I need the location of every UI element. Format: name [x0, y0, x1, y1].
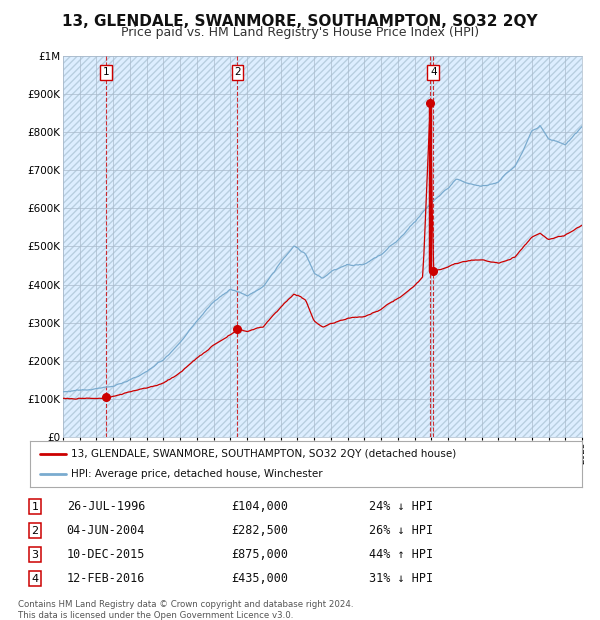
Text: HPI: Average price, detached house, Winchester: HPI: Average price, detached house, Winc…: [71, 469, 323, 479]
Text: 12-FEB-2016: 12-FEB-2016: [67, 572, 145, 585]
Text: 4: 4: [430, 67, 437, 78]
Text: 13, GLENDALE, SWANMORE, SOUTHAMPTON, SO32 2QY: 13, GLENDALE, SWANMORE, SOUTHAMPTON, SO3…: [62, 14, 538, 29]
Text: £282,500: £282,500: [231, 524, 288, 537]
Text: Price paid vs. HM Land Registry's House Price Index (HPI): Price paid vs. HM Land Registry's House …: [121, 26, 479, 39]
Text: 2: 2: [31, 526, 38, 536]
Text: 3: 3: [32, 549, 38, 560]
Text: 26-JUL-1996: 26-JUL-1996: [67, 500, 145, 513]
Text: 24% ↓ HPI: 24% ↓ HPI: [369, 500, 433, 513]
Text: £435,000: £435,000: [231, 572, 288, 585]
Text: 1: 1: [103, 67, 109, 78]
Text: 31% ↓ HPI: 31% ↓ HPI: [369, 572, 433, 585]
Text: 1: 1: [32, 502, 38, 512]
Text: 44% ↑ HPI: 44% ↑ HPI: [369, 548, 433, 561]
Text: 4: 4: [31, 574, 38, 583]
Text: 04-JUN-2004: 04-JUN-2004: [67, 524, 145, 537]
Text: £875,000: £875,000: [231, 548, 288, 561]
Text: £104,000: £104,000: [231, 500, 288, 513]
Text: 26% ↓ HPI: 26% ↓ HPI: [369, 524, 433, 537]
Text: 10-DEC-2015: 10-DEC-2015: [67, 548, 145, 561]
Text: 2: 2: [234, 67, 241, 78]
Text: Contains HM Land Registry data © Crown copyright and database right 2024.
This d: Contains HM Land Registry data © Crown c…: [18, 600, 353, 619]
Text: 13, GLENDALE, SWANMORE, SOUTHAMPTON, SO32 2QY (detached house): 13, GLENDALE, SWANMORE, SOUTHAMPTON, SO3…: [71, 449, 457, 459]
